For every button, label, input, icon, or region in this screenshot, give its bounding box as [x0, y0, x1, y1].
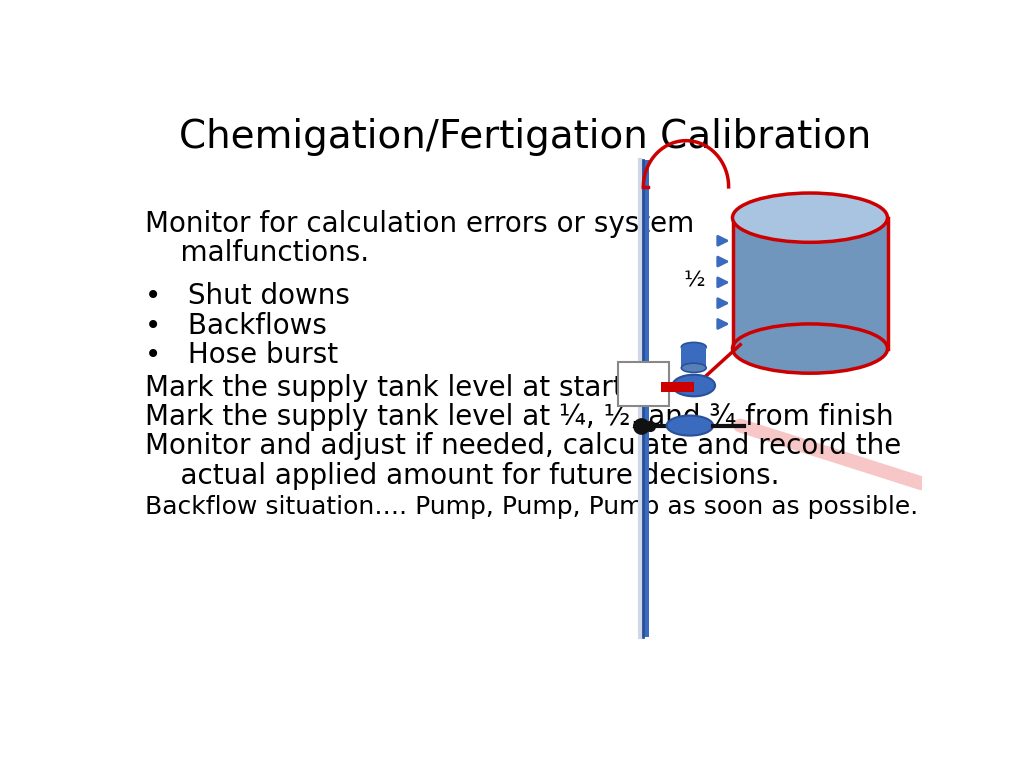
Text: •   Hose burst: • Hose burst: [145, 341, 338, 369]
Ellipse shape: [681, 343, 707, 352]
Ellipse shape: [681, 363, 707, 372]
Text: Monitor for calculation errors or system: Monitor for calculation errors or system: [145, 210, 694, 238]
Bar: [681, 347, 707, 368]
Ellipse shape: [732, 193, 888, 243]
Text: Mark the supply tank level at ¼, ½, and ¾ from finish: Mark the supply tank level at ¼, ½, and …: [145, 403, 894, 432]
Text: Monitor and adjust if needed, calculate and record the: Monitor and adjust if needed, calculate …: [145, 432, 901, 461]
Ellipse shape: [673, 375, 715, 396]
Ellipse shape: [732, 324, 888, 373]
Text: actual applied amount for future decisions.: actual applied amount for future decisio…: [145, 462, 779, 490]
Bar: [732, 217, 888, 349]
Text: malfunctions.: malfunctions.: [145, 239, 370, 267]
Bar: [662, 382, 693, 392]
Text: Mark the supply tank level at start: Mark the supply tank level at start: [145, 374, 624, 402]
Text: ½: ½: [684, 271, 706, 291]
Ellipse shape: [667, 415, 713, 435]
Bar: [638, 160, 649, 637]
Text: •   Shut downs: • Shut downs: [145, 283, 350, 310]
Bar: [618, 362, 669, 406]
Text: Chemigation/Fertigation Calibration: Chemigation/Fertigation Calibration: [178, 118, 871, 156]
Text: Backflow situation…. Pump, Pump, Pump as soon as possible.: Backflow situation…. Pump, Pump, Pump as…: [145, 495, 919, 519]
Text: •   Backflows: • Backflows: [145, 312, 327, 339]
